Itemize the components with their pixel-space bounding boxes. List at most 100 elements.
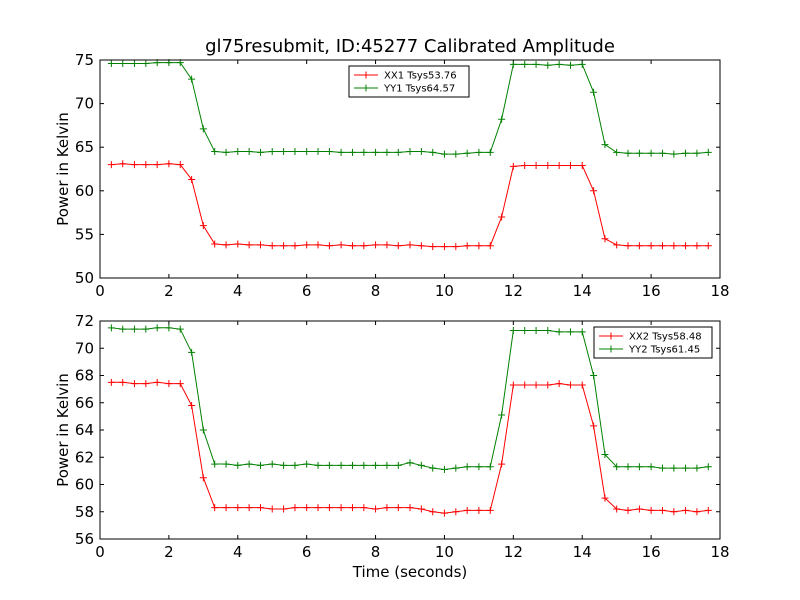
bottom-data-point — [440, 509, 448, 517]
bottom-data-point — [383, 461, 391, 469]
bottom-data-point — [417, 461, 425, 469]
top-data-point — [257, 148, 265, 156]
top-data-point — [704, 242, 712, 250]
bottom-legend: XX2 Tsys58.48 YY2 Tsys61.45 — [593, 326, 713, 359]
bottom-data-point — [153, 378, 161, 386]
top-data-point — [383, 148, 391, 156]
top-data-point — [130, 59, 138, 67]
top-y-axis-label: Power in Kelvin — [54, 112, 72, 226]
bottom-data-point — [544, 327, 552, 335]
top-data-point — [624, 242, 632, 250]
top-data-point — [211, 148, 219, 156]
bottom-data-point — [440, 466, 448, 474]
bottom-data-point — [635, 463, 643, 471]
bottom-data-point — [452, 508, 460, 516]
top-data-point — [360, 148, 368, 156]
top-data-point — [429, 243, 437, 251]
bottom-data-point — [211, 504, 219, 512]
top-x-tick-label: 10 — [435, 282, 454, 300]
top-data-point — [486, 148, 494, 156]
bottom-data-point — [624, 463, 632, 471]
bottom-data-point — [498, 411, 506, 419]
top-data-point — [280, 148, 288, 156]
bottom-data-point — [463, 463, 471, 471]
top-data-point — [268, 242, 276, 250]
bottom-data-point — [509, 381, 517, 389]
bottom-data-point — [521, 381, 529, 389]
bottom-x-tick-label: 12 — [504, 543, 523, 561]
bottom-y-tick-label: 60 — [75, 476, 94, 494]
top-data-point — [234, 240, 242, 248]
bottom-data-point — [682, 464, 690, 472]
bottom-data-point — [383, 504, 391, 512]
top-x-tick-label: 16 — [642, 282, 661, 300]
bottom-data-point — [658, 506, 666, 514]
top-data-point — [119, 160, 127, 168]
bottom-data-point — [234, 461, 242, 469]
top-data-point — [567, 61, 575, 69]
bottom-data-point — [635, 505, 643, 513]
bottom-legend-label: XX2 Tsys58.48 — [629, 332, 702, 343]
top-data-point — [303, 241, 311, 249]
bottom-x-tick-label: 4 — [233, 543, 243, 561]
top-data-point — [635, 149, 643, 157]
bottom-data-point — [325, 461, 333, 469]
bottom-data-point — [107, 324, 115, 332]
bottom-data-point — [337, 461, 345, 469]
top-data-point — [647, 242, 655, 250]
top-data-point — [234, 148, 242, 156]
bottom-data-point — [165, 324, 173, 332]
top-data-point — [475, 242, 483, 250]
top-data-point — [291, 242, 299, 250]
bottom-legend-label: YY2 Tsys61.45 — [628, 345, 700, 356]
bottom-data-point — [188, 348, 196, 356]
top-x-tick-label: 6 — [302, 282, 312, 300]
bottom-data-point — [601, 451, 609, 459]
top-data-point — [440, 243, 448, 251]
bottom-data-point — [199, 474, 207, 482]
bottom-data-point — [372, 461, 380, 469]
top-data-point — [188, 175, 196, 183]
top-data-point — [142, 161, 150, 169]
top-data-point — [498, 115, 506, 123]
top-data-point — [372, 148, 380, 156]
bottom-data-point — [532, 327, 540, 335]
top-data-point — [590, 88, 598, 96]
bottom-data-point — [613, 463, 621, 471]
top-data-point — [682, 149, 690, 157]
bottom-data-point — [704, 463, 712, 471]
top-data-point — [486, 242, 494, 250]
top-data-point — [372, 241, 380, 249]
bottom-data-point — [222, 504, 230, 512]
bottom-data-point — [165, 380, 173, 388]
top-data-point — [704, 148, 712, 156]
top-data-point — [325, 242, 333, 250]
bottom-data-point — [257, 504, 265, 512]
top-data-point — [394, 242, 402, 250]
bottom-data-point — [658, 464, 666, 472]
top-data-point — [658, 149, 666, 157]
bottom-data-point — [406, 504, 414, 512]
top-data-point — [188, 75, 196, 83]
top-data-point — [325, 148, 333, 156]
top-data-point — [383, 241, 391, 249]
bottom-data-point — [188, 401, 196, 409]
top-data-point — [130, 161, 138, 169]
bottom-data-point — [360, 504, 368, 512]
top-data-point — [670, 242, 678, 250]
bottom-data-point — [222, 460, 230, 468]
bottom-data-point — [291, 504, 299, 512]
top-data-point — [601, 235, 609, 243]
bottom-x-tick-label: 18 — [710, 543, 729, 561]
bottom-x-tick-label: 14 — [573, 543, 592, 561]
bottom-data-point — [486, 506, 494, 514]
bottom-data-point — [325, 504, 333, 512]
bottom-data-point — [268, 460, 276, 468]
bottom-data-point — [303, 504, 311, 512]
top-data-point — [119, 59, 127, 67]
bottom-x-tick-label: 10 — [435, 543, 454, 561]
top-data-point — [613, 241, 621, 249]
top-data-point — [348, 148, 356, 156]
bottom-data-point — [682, 506, 690, 514]
